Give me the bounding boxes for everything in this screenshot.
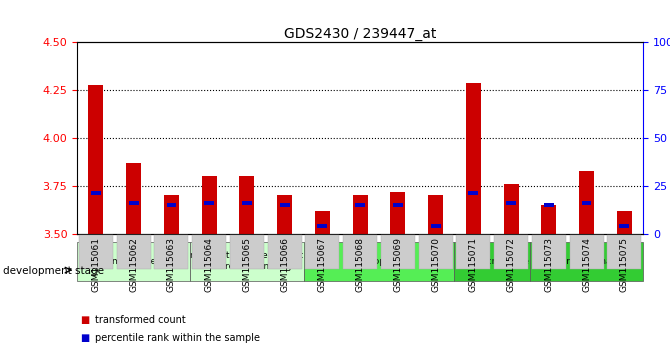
Text: GSM115072: GSM115072 [507, 237, 516, 292]
Text: percentile rank within the sample: percentile rank within the sample [95, 333, 260, 343]
FancyBboxPatch shape [454, 241, 530, 281]
Text: GSM115071: GSM115071 [469, 237, 478, 292]
Bar [431, 224, 440, 228]
FancyBboxPatch shape [343, 235, 377, 269]
FancyBboxPatch shape [230, 235, 264, 269]
Bar [242, 201, 252, 205]
Bar [579, 171, 594, 234]
FancyBboxPatch shape [304, 241, 454, 281]
Title: GDS2430 / 239447_at: GDS2430 / 239447_at [284, 28, 436, 41]
Bar [391, 192, 405, 234]
Bar [202, 176, 216, 234]
Bar [239, 176, 255, 234]
Bar [355, 203, 365, 207]
Bar [277, 195, 292, 234]
Text: GSM115073: GSM115073 [544, 237, 553, 292]
FancyBboxPatch shape [306, 235, 340, 269]
Bar [466, 82, 481, 234]
Bar [617, 211, 632, 234]
Bar [544, 203, 553, 207]
Text: GSM115063: GSM115063 [167, 237, 176, 292]
Bar [129, 201, 139, 205]
Text: GSM115074: GSM115074 [582, 237, 591, 292]
Text: transformed count: transformed count [95, 315, 186, 325]
Bar [315, 211, 330, 234]
FancyBboxPatch shape [530, 241, 643, 281]
Text: GSM115062: GSM115062 [129, 237, 138, 292]
Bar [541, 205, 556, 234]
FancyBboxPatch shape [117, 235, 151, 269]
Text: GSM115075: GSM115075 [620, 237, 629, 292]
Bar [582, 201, 592, 205]
FancyBboxPatch shape [267, 235, 302, 269]
Bar [91, 191, 100, 195]
Text: monocyte at intermediat
e differentiation stage: monocyte at intermediat e differentiatio… [190, 251, 304, 271]
Bar [393, 203, 403, 207]
Bar [126, 163, 141, 234]
FancyBboxPatch shape [494, 235, 528, 269]
Bar [280, 203, 289, 207]
Bar [88, 85, 103, 234]
FancyBboxPatch shape [79, 235, 113, 269]
FancyBboxPatch shape [532, 235, 566, 269]
Bar [468, 191, 478, 195]
Bar [352, 195, 368, 234]
Bar [507, 201, 516, 205]
Bar [164, 195, 179, 234]
Bar [204, 201, 214, 205]
FancyBboxPatch shape [381, 235, 415, 269]
Text: M2 macrophage: M2 macrophage [550, 257, 623, 266]
Text: GSM115061: GSM115061 [91, 237, 100, 292]
Bar [167, 203, 176, 207]
Text: GSM115064: GSM115064 [204, 237, 214, 292]
Text: ■: ■ [80, 333, 90, 343]
Text: macrophage: macrophage [350, 257, 407, 266]
Text: GSM115068: GSM115068 [356, 237, 364, 292]
Bar [428, 195, 443, 234]
Text: GSM115066: GSM115066 [280, 237, 289, 292]
FancyBboxPatch shape [154, 235, 188, 269]
Bar [504, 184, 519, 234]
FancyBboxPatch shape [607, 235, 641, 269]
Text: GSM115065: GSM115065 [243, 237, 251, 292]
Text: GSM115067: GSM115067 [318, 237, 327, 292]
Text: monocyte: monocyte [111, 257, 156, 266]
Text: M1 macrophage: M1 macrophage [456, 257, 529, 266]
FancyBboxPatch shape [570, 235, 604, 269]
Text: GSM115070: GSM115070 [431, 237, 440, 292]
Bar [318, 224, 327, 228]
FancyBboxPatch shape [190, 241, 304, 281]
FancyBboxPatch shape [419, 235, 453, 269]
Text: ■: ■ [80, 315, 90, 325]
Bar [620, 224, 629, 228]
FancyBboxPatch shape [77, 241, 190, 281]
FancyBboxPatch shape [192, 235, 226, 269]
FancyBboxPatch shape [456, 235, 490, 269]
Text: GSM115069: GSM115069 [393, 237, 403, 292]
Text: development stage: development stage [3, 266, 105, 276]
